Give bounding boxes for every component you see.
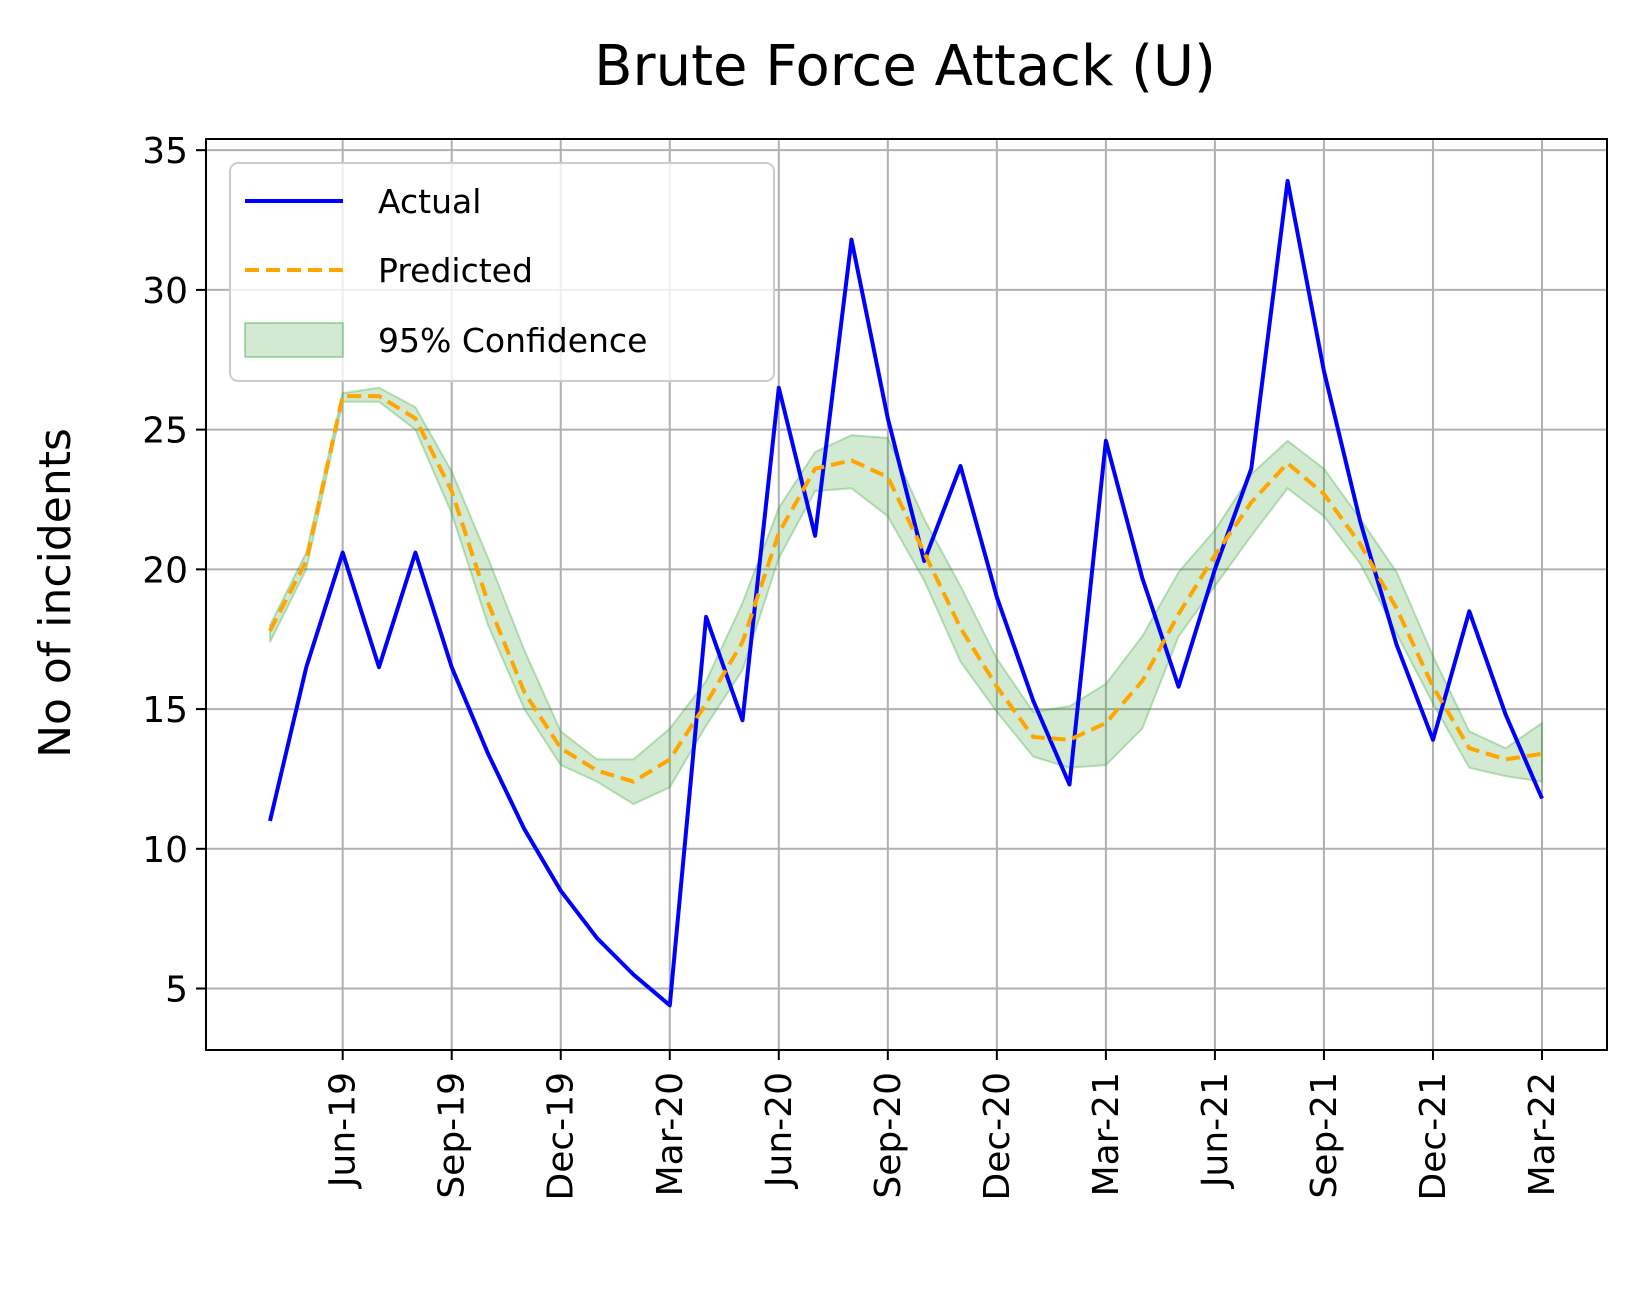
y-tick-label-1: 10 [142, 830, 188, 871]
x-tick-label-0: Jun-19 [323, 1072, 364, 1189]
series-line-actual [268, 178, 1544, 1008]
y-tick-label-2: 15 [142, 690, 188, 731]
legend-label-confidence: 95% Confidence [378, 321, 647, 360]
x-tick-label-11: Mar-22 [1522, 1072, 1563, 1196]
chart-title: Brute Force Attack (U) [594, 34, 1216, 99]
x-tick-label-10: Dec-21 [1413, 1072, 1454, 1200]
y-tick-label-0: 5 [165, 970, 188, 1011]
y-tick-label-5: 30 [142, 271, 188, 312]
x-tick-label-5: Sep-20 [868, 1072, 909, 1199]
x-tick-label-3: Mar-20 [650, 1072, 691, 1196]
legend-swatch-confidence [244, 322, 344, 358]
x-tick-label-7: Mar-21 [1086, 1072, 1127, 1196]
y-tick-label-3: 20 [142, 550, 188, 591]
x-tick-label-9: Sep-21 [1304, 1072, 1345, 1199]
legend-box [229, 162, 775, 382]
x-tick-label-8: Jun-21 [1195, 1072, 1236, 1189]
y-axis-label: No of incidents [30, 428, 81, 758]
confidence-band [269, 386, 1543, 806]
x-tick-label-2: Dec-19 [541, 1072, 582, 1200]
legend: Actual Predicted 95% Confidence [229, 162, 775, 382]
legend-label-predicted: Predicted [378, 251, 533, 290]
x-tick-label-4: Jun-20 [759, 1072, 800, 1189]
y-tick-label-4: 25 [142, 411, 188, 452]
grid [206, 139, 1607, 1050]
plot-frame [205, 138, 1608, 1051]
y-tick-label-6: 35 [142, 131, 188, 172]
series-line-predicted [268, 394, 1543, 784]
series-layer [268, 178, 1544, 1008]
x-tick-label-1: Sep-19 [432, 1072, 473, 1199]
x-tick-label-6: Dec-20 [977, 1072, 1018, 1200]
axis-ticks: Jun-19 Sep-19 Dec-19 Mar-20 Jun-20 Sep-20 Dec-… [142, 131, 1563, 1200]
legend-label-actual: Actual [378, 182, 481, 221]
confidence-band-layer [269, 386, 1543, 806]
